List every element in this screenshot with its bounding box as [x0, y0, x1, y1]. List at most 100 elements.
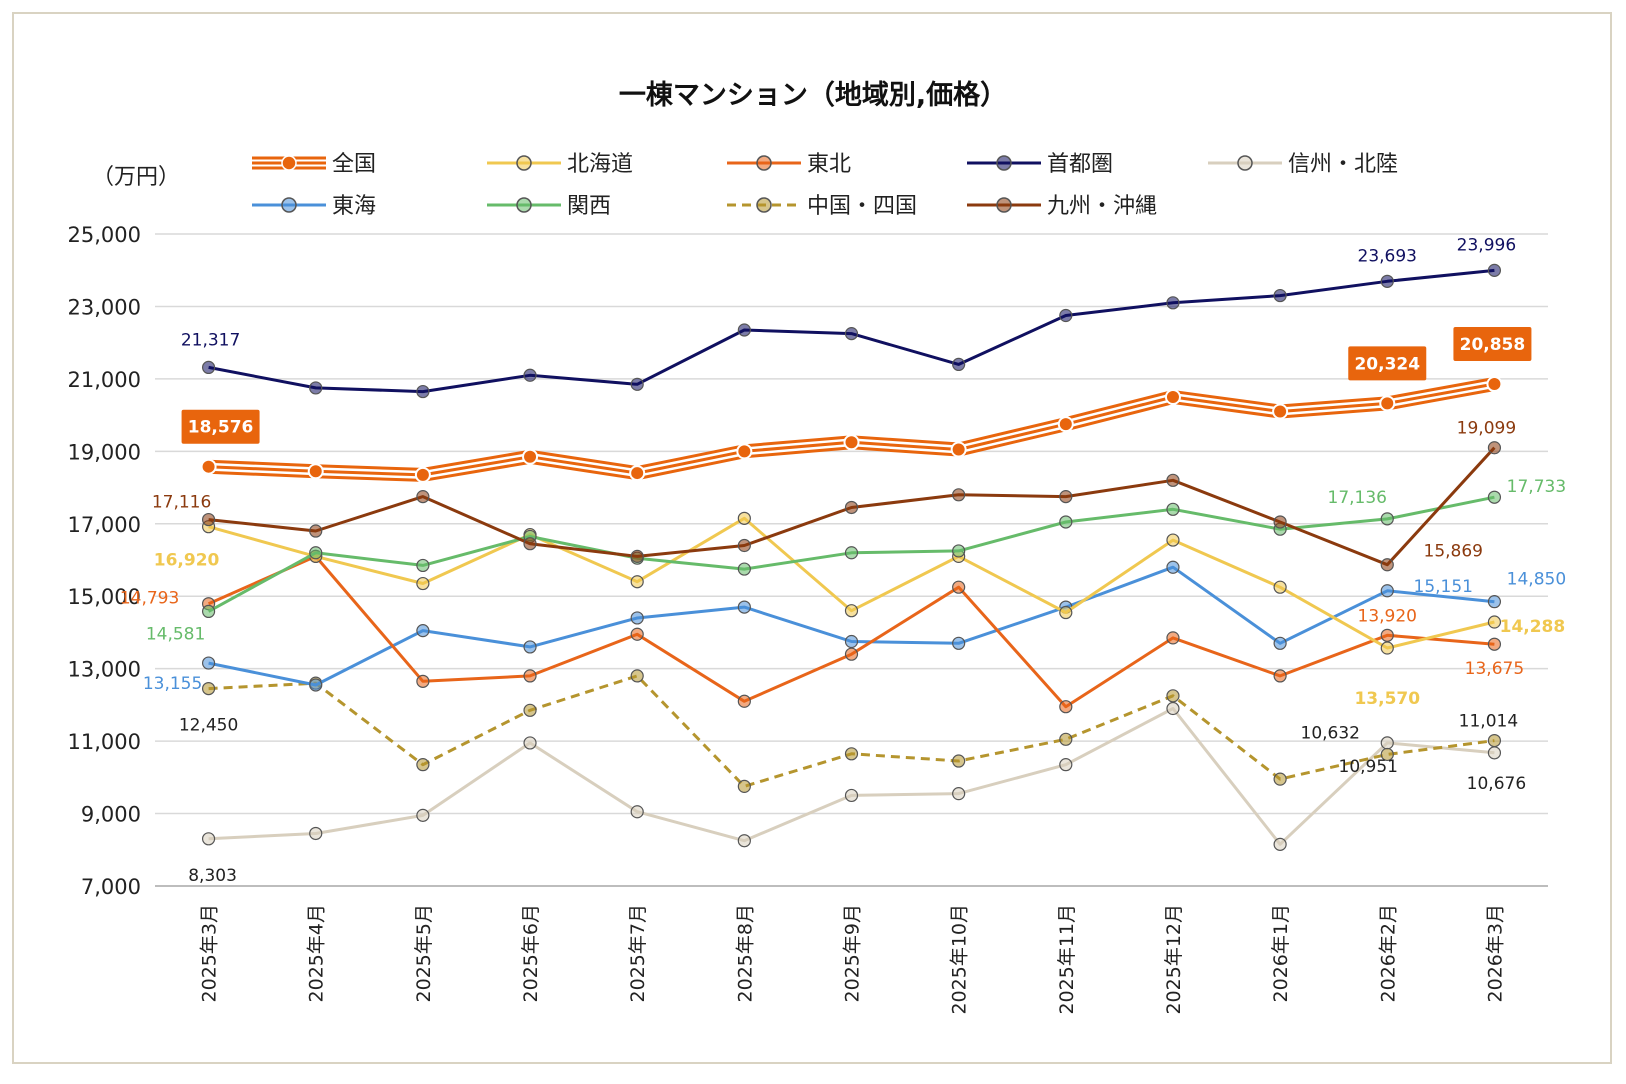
data-label-box [181, 409, 260, 444]
series-9 [201, 441, 1502, 572]
data-point [1059, 732, 1073, 746]
legend-marker [756, 155, 772, 171]
data-point [1380, 628, 1394, 642]
data-label: 17,733 [1507, 477, 1566, 497]
y-tick-label: 17,000 [68, 513, 141, 537]
data-point [952, 754, 966, 768]
legend-item: 全国 [252, 152, 376, 177]
legend-item: 信州・北陸 [1208, 152, 1398, 177]
data-point [1166, 560, 1180, 574]
x-tick-label: 2025年4月 [306, 904, 328, 1002]
legend-label: 中国・四国 [807, 194, 917, 219]
data-label: 11,014 [1459, 712, 1518, 732]
data-point [1380, 274, 1394, 288]
data-point [1487, 441, 1502, 455]
data-point [737, 694, 751, 708]
legend-item: 東海 [252, 194, 376, 219]
x-tick-label: 2025年9月 [842, 904, 864, 1002]
data-labels: 18,576 20,324 20,858 21,317 23,693 23,996 17,1… [120, 235, 1566, 885]
data-point [630, 575, 644, 589]
data-point [1166, 631, 1180, 645]
data-point [1379, 395, 1396, 412]
series-3 [201, 549, 1502, 714]
data-point [952, 544, 966, 558]
x-tick-label: 2025年5月 [413, 904, 435, 1002]
data-point [737, 562, 751, 576]
data-point [1487, 263, 1502, 277]
data-point [523, 368, 537, 382]
data-point [737, 511, 751, 525]
data-point [630, 669, 644, 683]
data-point [1273, 669, 1287, 683]
series-2 [201, 511, 1502, 655]
legend-marker [516, 155, 532, 171]
x-tick-label: 2025年3月 [199, 904, 221, 1002]
data-point [844, 546, 859, 560]
data-label: 13,675 [1465, 659, 1524, 679]
data-point [201, 360, 216, 375]
legend-label: 関西 [567, 194, 611, 219]
y-tick-label: 19,000 [68, 440, 141, 464]
data-point [1380, 512, 1394, 526]
legend-marker [281, 155, 297, 171]
data-point [201, 656, 216, 670]
data-point [201, 604, 216, 618]
y-axis-ticks: 7,000 9,000 11,000 13,000 15,000 17,000 19,000… [68, 223, 141, 899]
series-8 [201, 669, 1502, 793]
legend-item: 関西 [487, 194, 611, 219]
data-point [416, 490, 430, 504]
data-point [1380, 584, 1394, 598]
data-point [416, 576, 430, 591]
data-label: 14,793 [120, 589, 179, 609]
data-point [844, 327, 859, 341]
data-point [630, 627, 644, 641]
legend-item: 九州・沖縄 [967, 194, 1157, 219]
series-5 [201, 701, 1502, 851]
legend-label: 首都圏 [1047, 152, 1113, 177]
data-point [1059, 758, 1073, 772]
data-label-box [1453, 327, 1532, 362]
data-point [309, 826, 323, 841]
legend-item: 東北 [727, 152, 851, 177]
data-point [522, 448, 539, 465]
y-tick-label: 13,000 [68, 658, 141, 682]
data-point [1166, 701, 1180, 716]
x-tick-label: 2025年12月 [1163, 904, 1185, 1015]
data-point [1486, 376, 1503, 393]
data-point [737, 779, 751, 793]
data-point [1487, 615, 1502, 629]
data-point [1273, 772, 1287, 786]
series-6 [201, 560, 1502, 692]
data-point [952, 488, 966, 502]
data-point [307, 463, 324, 480]
data-label: 18,576 [188, 418, 254, 438]
data-label: 20,858 [1460, 335, 1526, 355]
data-point [630, 805, 644, 819]
y-tick-label: 11,000 [68, 730, 141, 754]
data-point [1273, 837, 1287, 851]
data-point [1059, 700, 1073, 714]
data-point [844, 634, 859, 649]
data-point [737, 834, 751, 848]
data-label: 17,116 [152, 493, 211, 513]
series-line [208, 377, 1496, 482]
data-label-box [1348, 346, 1427, 381]
data-point [416, 674, 430, 688]
data-point [1380, 736, 1394, 750]
data-point [523, 669, 537, 683]
data-point [1487, 490, 1502, 504]
data-point [1059, 605, 1073, 620]
y-axis-unit-label: （万円） [92, 165, 180, 190]
data-point [1057, 416, 1074, 433]
y-tick-label: 25,000 [68, 223, 141, 247]
data-point [201, 832, 216, 846]
data-point [1166, 502, 1180, 516]
data-point [1059, 308, 1073, 323]
data-point [952, 636, 966, 650]
legend-marker [1237, 155, 1253, 171]
data-point [1166, 689, 1180, 703]
data-label: 13,155 [143, 674, 202, 694]
data-point [523, 736, 537, 750]
data-label: 23,996 [1457, 235, 1516, 255]
series-line [208, 516, 1495, 650]
